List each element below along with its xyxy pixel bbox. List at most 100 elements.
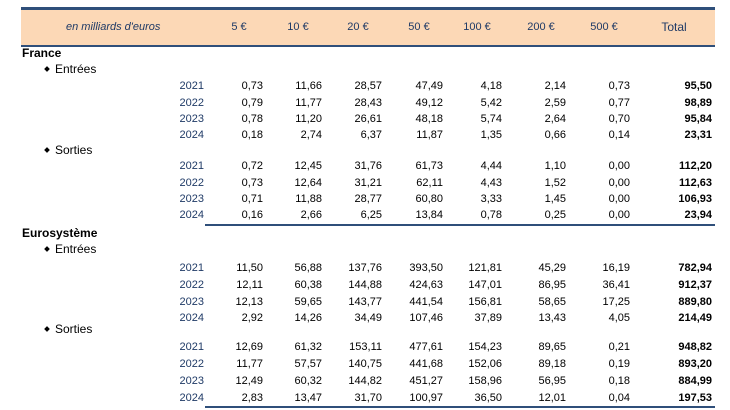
table-row: 2023 12,13 59,65 143,77 441,54 156,81 58,65 17,…: [0, 294, 730, 310]
value-cell: 147,01: [468, 279, 502, 291]
value-cell: 0,19: [608, 358, 630, 370]
value-cell: 49,12: [415, 97, 443, 109]
total-cell: 912,37: [678, 279, 712, 291]
value-cell: 121,81: [468, 262, 502, 274]
value-cell: 0,00: [608, 193, 630, 205]
col-header-50: 50 €: [408, 21, 430, 33]
value-cell: 4,44: [480, 160, 502, 172]
value-cell: 0,73: [241, 177, 263, 189]
year-cell: 2022: [179, 358, 204, 370]
col-header-total: Total: [661, 20, 687, 34]
value-cell: 62,11: [416, 177, 443, 189]
value-cell: 154,23: [468, 341, 502, 353]
value-cell: 12,13: [235, 296, 263, 308]
value-cell: 140,75: [348, 358, 382, 370]
value-cell: 12,69: [235, 341, 263, 353]
value-cell: 2,66: [300, 209, 322, 221]
table-row: 2021 0,73 11,66 28,57 47,49 4,18 2,14 0,73 95,50: [0, 78, 730, 94]
value-cell: 0,73: [608, 80, 630, 92]
value-cell: 13,84: [415, 209, 443, 221]
bullet-icon: [44, 146, 50, 153]
total-cell: 23,94: [684, 209, 712, 221]
value-cell: 107,46: [409, 312, 443, 324]
value-cell: 0,00: [608, 177, 630, 189]
value-cell: 0,00: [608, 160, 630, 172]
value-cell: 89,65: [538, 341, 566, 353]
value-cell: 0,78: [241, 113, 263, 125]
value-cell: 0,72: [241, 160, 263, 172]
total-cell: 782,94: [678, 262, 712, 274]
group-label: Sorties: [44, 142, 92, 158]
table-top-rule: [21, 7, 715, 10]
table-row: 2022 11,77 57,57 140,75 441,68 152,06 89,18 0,1…: [0, 356, 730, 372]
table-header: en milliards d'euros 5 € 10 € 20 € 50 € …: [21, 10, 715, 47]
value-cell: 4,43: [480, 177, 502, 189]
value-cell: 5,74: [480, 113, 502, 125]
value-cell: 61,32: [294, 341, 322, 353]
total-cell: 98,89: [684, 97, 712, 109]
table-row: 2023 0,78 11,20 26,61 48,18 5,74 2,64 0,70 95,84: [0, 111, 730, 127]
value-cell: 143,77: [348, 296, 382, 308]
year-cell: 2021: [179, 80, 204, 92]
year-cell: 2022: [179, 97, 204, 109]
value-cell: 60,38: [294, 279, 322, 291]
value-cell: 0,18: [241, 129, 263, 141]
value-cell: 28,57: [354, 80, 382, 92]
table-row: 2022 0,73 12,64 31,21 62,11 4,43 1,52 0,00 112,6…: [0, 175, 730, 191]
value-cell: 393,50: [409, 262, 443, 274]
year-cell: 2022: [179, 177, 204, 189]
value-cell: 58,65: [538, 296, 566, 308]
value-cell: 441,54: [409, 296, 443, 308]
table-row: 2022 0,79 11,77 28,43 49,12 5,42 2,59 0,77 98,89: [0, 95, 730, 111]
value-cell: 0,16: [241, 209, 263, 221]
value-cell: 2,64: [544, 113, 566, 125]
value-cell: 6,25: [360, 209, 382, 221]
group-label: Sorties: [44, 321, 92, 337]
value-cell: 34,49: [354, 312, 382, 324]
col-header-100: 100 €: [463, 21, 491, 33]
value-cell: 56,88: [294, 262, 322, 274]
value-cell: 0,25: [544, 209, 566, 221]
value-cell: 6,37: [360, 129, 382, 141]
value-cell: 12,01: [538, 392, 566, 404]
value-cell: 2,14: [544, 80, 566, 92]
value-cell: 2,92: [241, 312, 263, 324]
value-cell: 61,73: [415, 160, 443, 172]
value-cell: 441,68: [409, 358, 443, 370]
bullet-icon: [44, 65, 50, 72]
value-cell: 5,42: [480, 97, 502, 109]
value-cell: 2,59: [544, 97, 566, 109]
year-cell: 2021: [179, 262, 204, 274]
total-cell: 197,53: [678, 392, 712, 404]
year-cell: 2023: [179, 193, 204, 205]
value-cell: 0,70: [608, 113, 630, 125]
year-cell: 2024: [179, 392, 204, 404]
value-cell: 2,83: [241, 392, 263, 404]
value-cell: 37,89: [474, 312, 502, 324]
value-cell: 152,06: [468, 358, 502, 370]
value-cell: 137,76: [348, 262, 382, 274]
table-row: 2024 0,16 2,66 6,25 13,84 0,78 0,25 0,00 23,94: [0, 207, 730, 223]
total-cell: 893,20: [678, 358, 712, 370]
value-cell: 11,77: [295, 97, 322, 109]
value-cell: 0,21: [608, 341, 630, 353]
year-cell: 2024: [179, 209, 204, 221]
value-cell: 0,18: [608, 375, 630, 387]
value-cell: 47,49: [415, 80, 443, 92]
value-cell: 144,88: [348, 279, 382, 291]
col-header-200: 200 €: [527, 21, 555, 33]
value-cell: 451,27: [409, 375, 443, 387]
unit-label: en milliards d'euros: [66, 21, 161, 33]
table-row: 2023 12,49 60,32 144,82 451,27 158,96 56,95 0,1…: [0, 373, 730, 389]
year-cell: 2023: [179, 113, 204, 125]
value-cell: 60,80: [415, 193, 443, 205]
table-row: 2024 0,18 2,74 6,37 11,87 1,35 0,66 0,14 23,31: [0, 127, 730, 143]
value-cell: 59,65: [294, 296, 322, 308]
value-cell: 12,11: [236, 279, 263, 291]
value-cell: 0,78: [480, 209, 502, 221]
value-cell: 144,82: [348, 375, 382, 387]
value-cell: 100,97: [409, 392, 443, 404]
value-cell: 56,95: [538, 375, 566, 387]
bullet-icon: [44, 245, 50, 252]
total-cell: 95,84: [684, 113, 712, 125]
